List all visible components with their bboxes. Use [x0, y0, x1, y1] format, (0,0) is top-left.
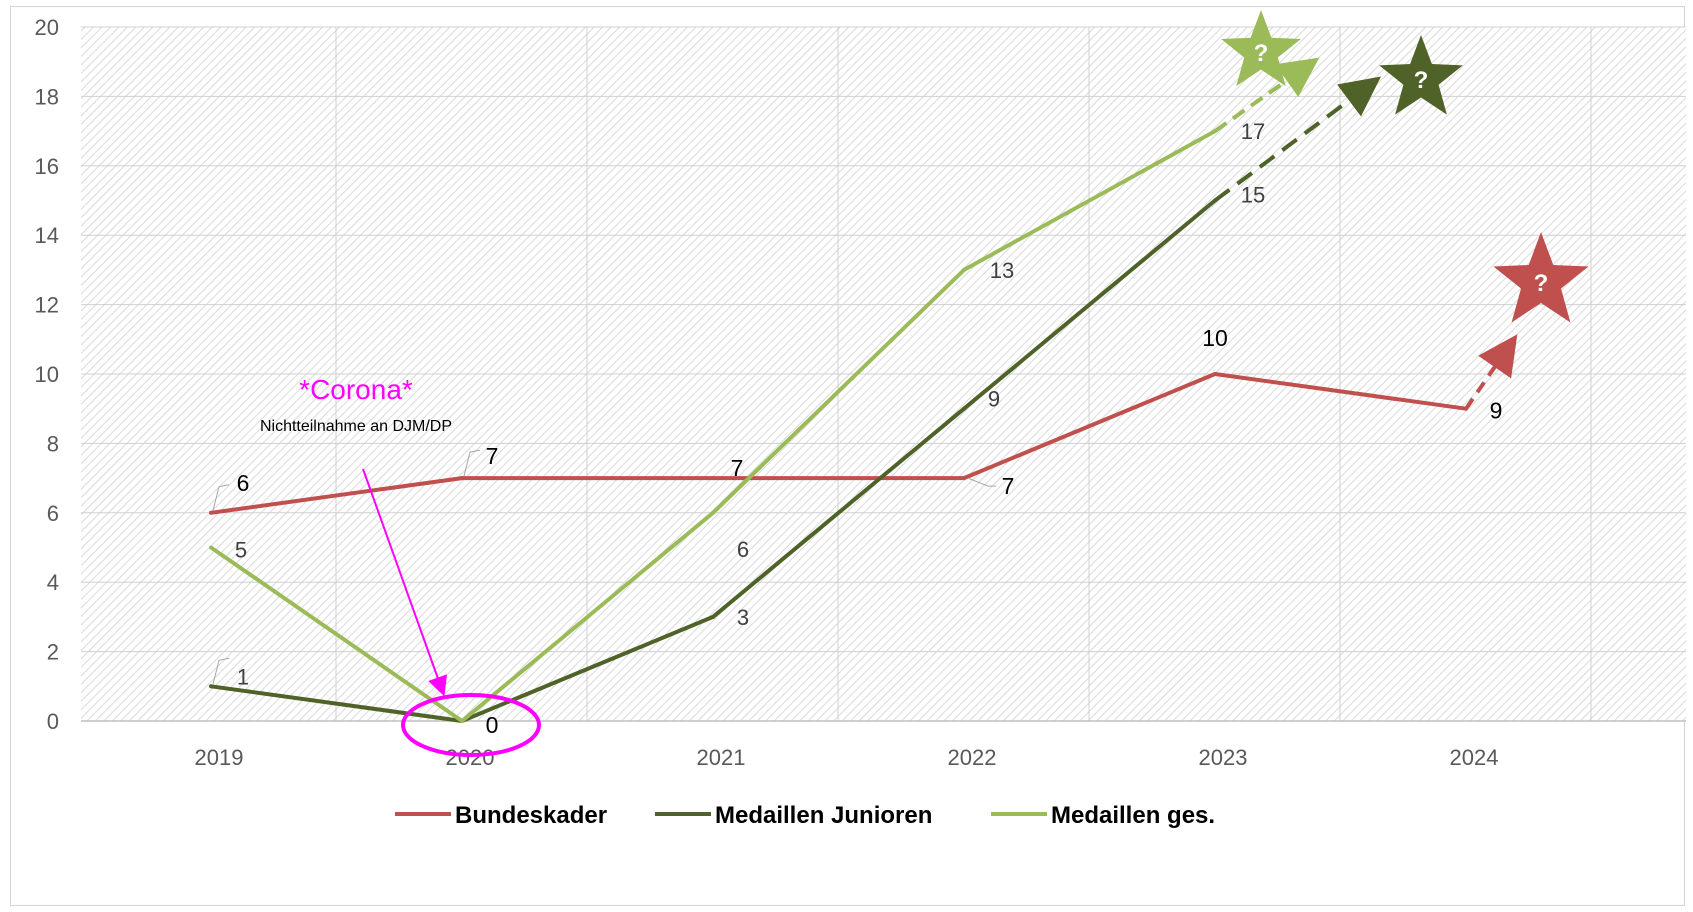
chart-frame: 0 2 4 6 8 10 12 14 16 18 20 2019 2020 2021 2022 2023 202…	[10, 6, 1686, 906]
x-tick-label: 2019	[195, 745, 244, 770]
x-tick-label: 2021	[697, 745, 746, 770]
series-line-0	[210, 372, 1467, 515]
corona-arrow	[362, 468, 448, 697]
leader-line	[212, 484, 230, 511]
star-question-mark: ?	[1414, 67, 1429, 94]
star-icon-gesamt	[1221, 10, 1301, 86]
data-label: 7	[1002, 473, 1015, 499]
y-tick-label: 16	[35, 154, 59, 179]
forecast-arrow-gesamt	[1213, 57, 1320, 133]
y-tick-label: 10	[35, 362, 59, 387]
y-tick-label: 4	[47, 570, 59, 595]
y-tick-label: 2	[47, 640, 59, 665]
data-point	[460, 476, 464, 481]
legend-label: Medaillen ges.	[1051, 802, 1215, 829]
data-point	[209, 684, 213, 689]
corona-highlight-ellipse	[401, 693, 541, 757]
data-label: 7	[486, 443, 499, 469]
forecast-arrow-bundeskader	[1464, 334, 1518, 410]
star-question-mark: ?	[1534, 270, 1549, 297]
corona-title: *Corona*	[299, 374, 413, 405]
y-tick-label: 14	[35, 223, 59, 248]
y-tick-label: 12	[35, 293, 59, 318]
data-point	[962, 267, 966, 272]
data-label: 6	[737, 537, 749, 562]
data-label: 15	[1241, 183, 1265, 208]
x-tick-label: 2020	[446, 745, 495, 770]
data-label: 5	[235, 538, 247, 563]
y-tick-label: 8	[47, 431, 59, 456]
series-lines	[209, 129, 1468, 723]
data-point	[209, 545, 213, 550]
data-label: 6	[237, 470, 250, 496]
corona-subtitle: Nichtteilnahme an DJM/DP	[260, 418, 452, 435]
x-tick-label: 2022	[948, 745, 997, 770]
data-label: 9	[988, 387, 1000, 412]
data-label: 10	[1202, 325, 1228, 351]
y-tick-label: 0	[47, 709, 59, 734]
data-point	[209, 510, 213, 515]
data-point	[1213, 372, 1217, 376]
x-tick-label: 2023	[1199, 745, 1248, 770]
data-label: 13	[990, 258, 1014, 283]
data-point	[711, 476, 715, 481]
data-label: 1	[237, 664, 249, 689]
legend: Bundeskader Medaillen Junioren Medaillen g…	[395, 802, 1215, 829]
forecast-arrow-junioren	[1213, 76, 1382, 203]
data-label: 3	[737, 605, 749, 630]
annotations: ??? *Corona* Nichtteilnahme an DJM/DP	[260, 10, 1589, 757]
legend-label: Bundeskader	[455, 802, 607, 829]
leader-line	[212, 657, 230, 685]
legend-label: Medaillen Junioren	[715, 802, 932, 829]
star-question-mark: ?	[1254, 40, 1269, 67]
leader-line	[967, 477, 996, 487]
y-tick-label: 20	[35, 15, 59, 40]
data-point	[460, 719, 464, 723]
y-tick-label: 18	[35, 84, 59, 109]
leader-line	[463, 449, 481, 477]
data-label: 17	[1241, 119, 1265, 144]
star-icon-bundeskader	[1493, 232, 1589, 323]
data-label: 7	[731, 455, 744, 481]
data-point	[962, 406, 966, 411]
y-tick-label: 6	[47, 501, 59, 526]
data-label: 0	[486, 712, 499, 738]
star-icon-junioren	[1379, 35, 1463, 115]
x-tick-label: 2024	[1450, 745, 1499, 770]
data-point	[962, 476, 966, 481]
data-point	[711, 614, 715, 619]
data-point	[711, 510, 715, 515]
data-label: 9	[1490, 398, 1503, 424]
